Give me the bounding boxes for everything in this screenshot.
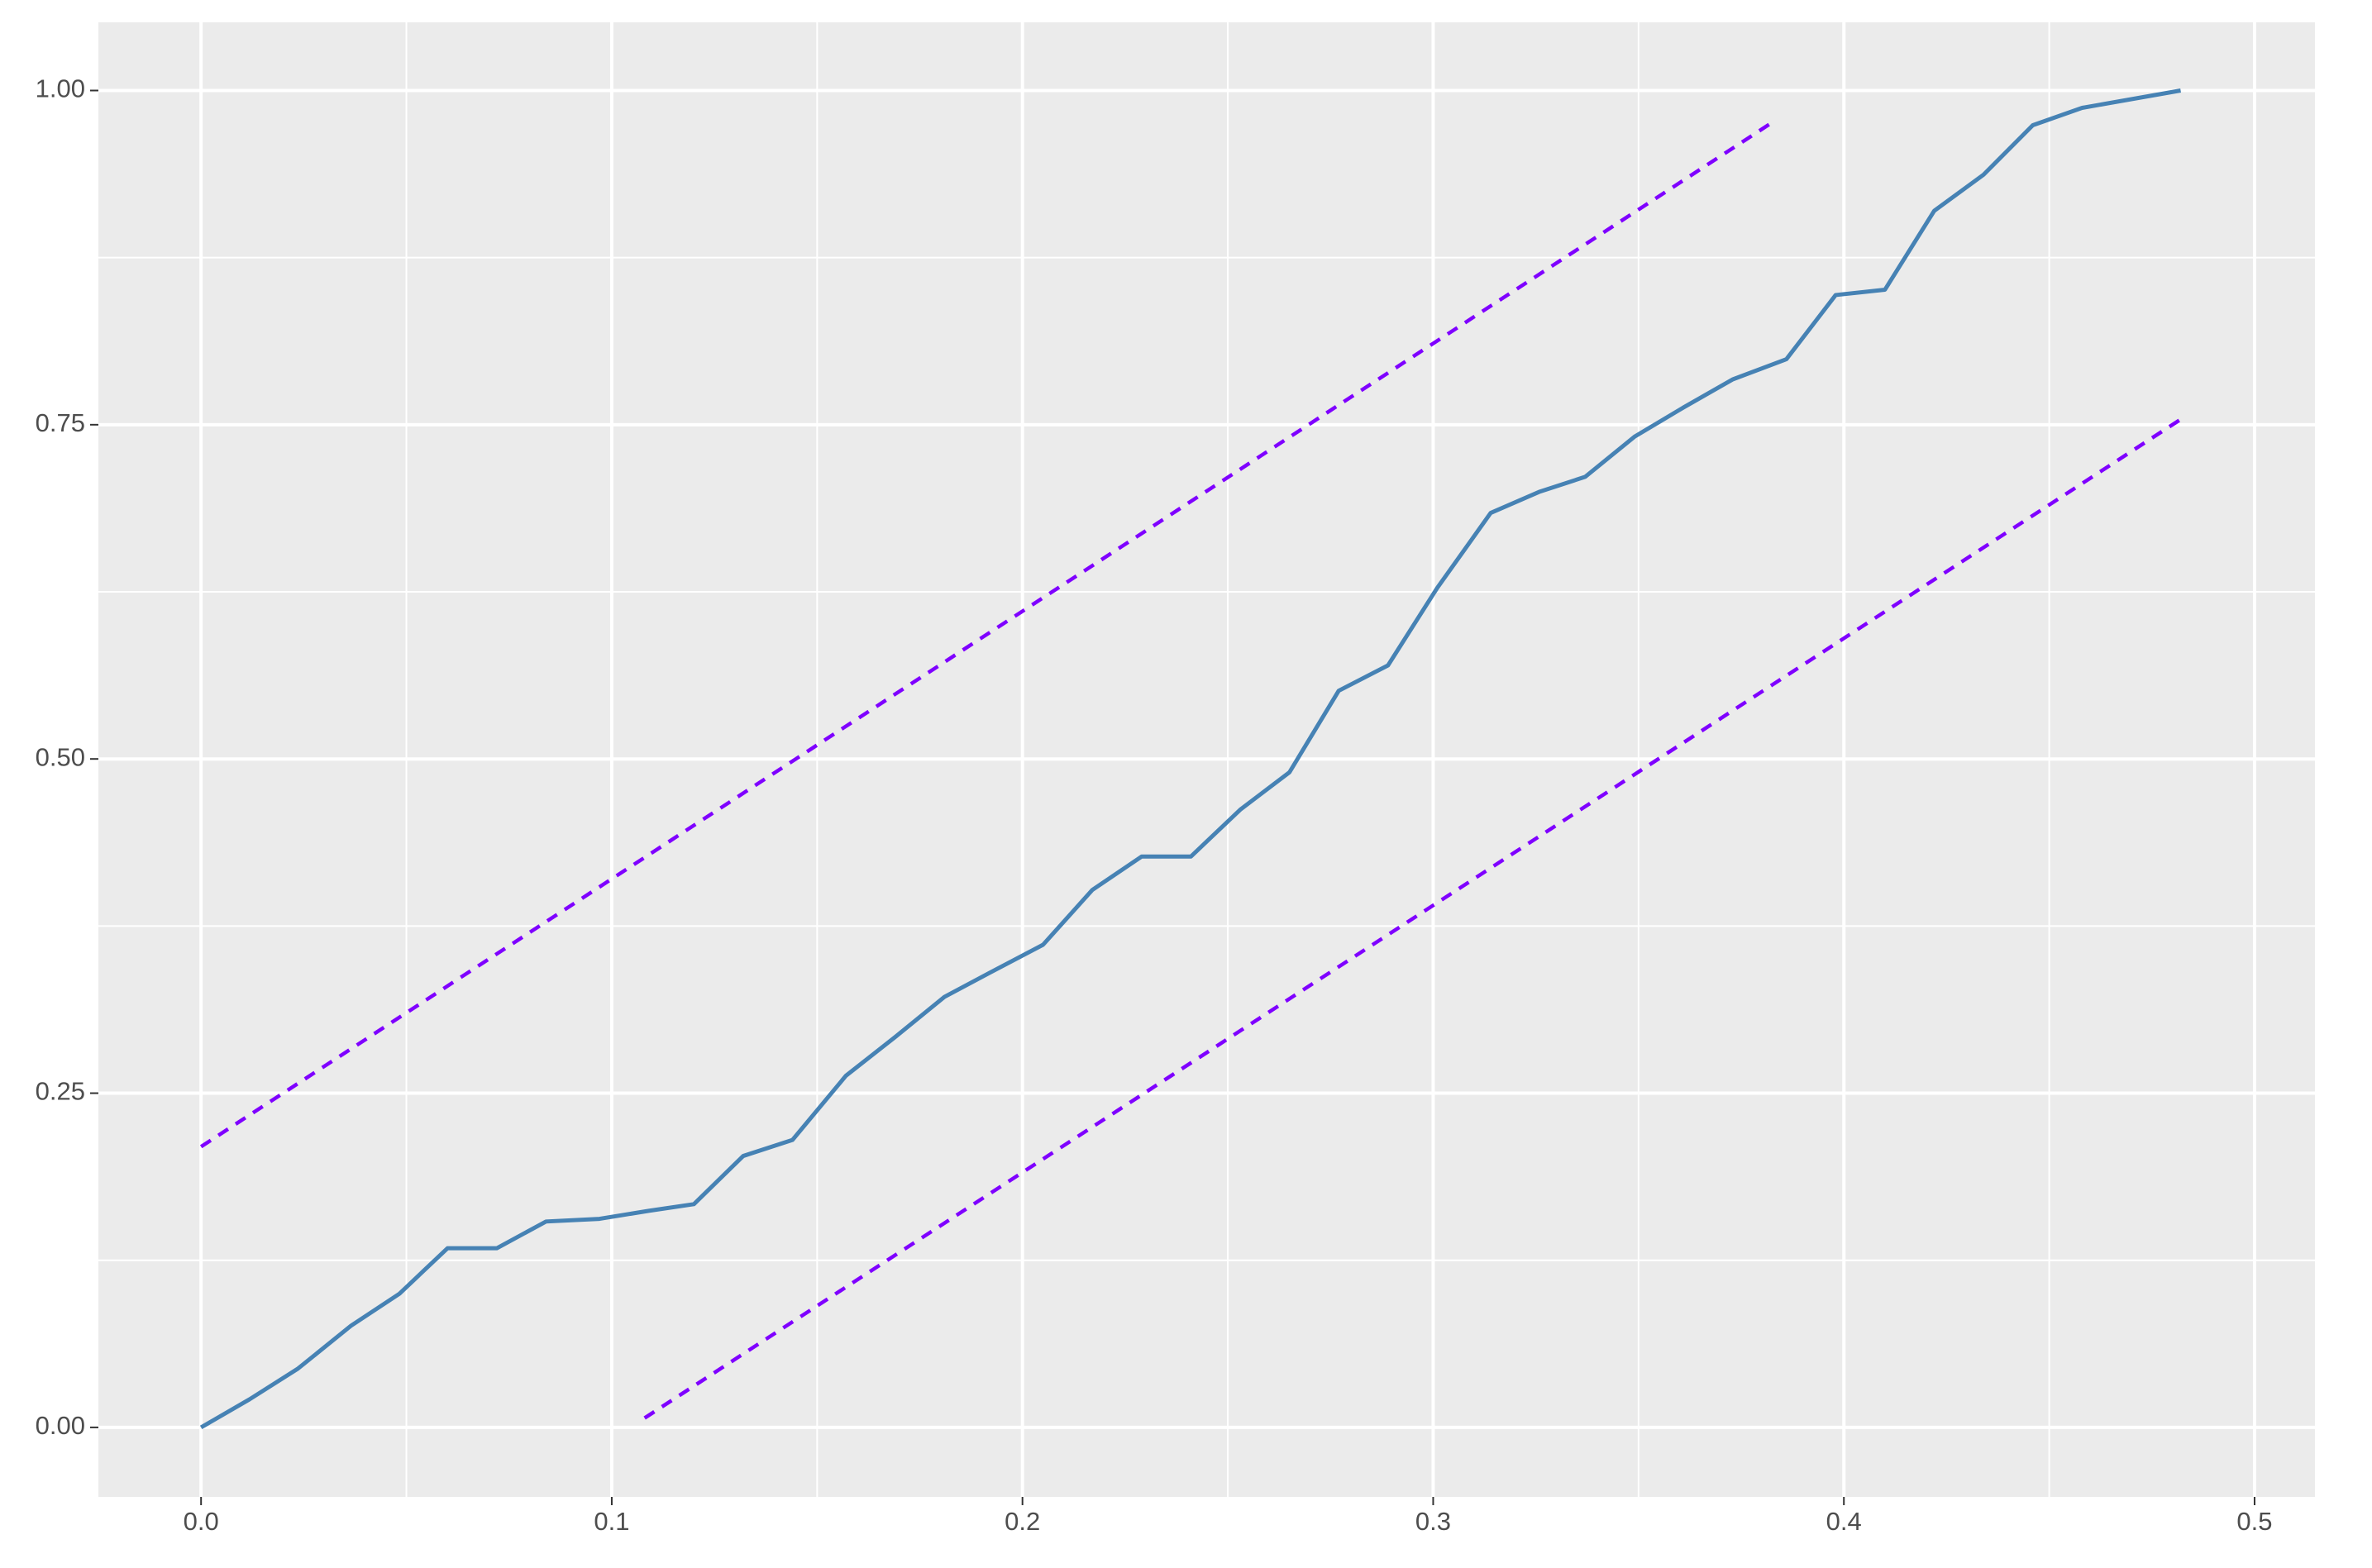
data-line [199, 88, 2181, 1430]
x-tick-label: 0.0 [184, 1507, 219, 1536]
y-tick-label: 0.00 [36, 1411, 85, 1440]
x-tick-label: 0.2 [1005, 1507, 1040, 1536]
y-tick-label: 0.25 [36, 1077, 85, 1106]
y-tick-label: 0.75 [36, 408, 85, 437]
dashed-line [199, 119, 1775, 1149]
dashed-line [643, 417, 2182, 1420]
x-tick-label: 0.4 [1826, 1507, 1862, 1536]
x-tick-label: 0.5 [2236, 1507, 2272, 1536]
y-tick-label: 1.00 [36, 74, 85, 103]
x-tick-label: 0.3 [1415, 1507, 1451, 1536]
x-tick-label: 0.1 [594, 1507, 629, 1536]
y-tick-label: 0.50 [36, 742, 85, 771]
